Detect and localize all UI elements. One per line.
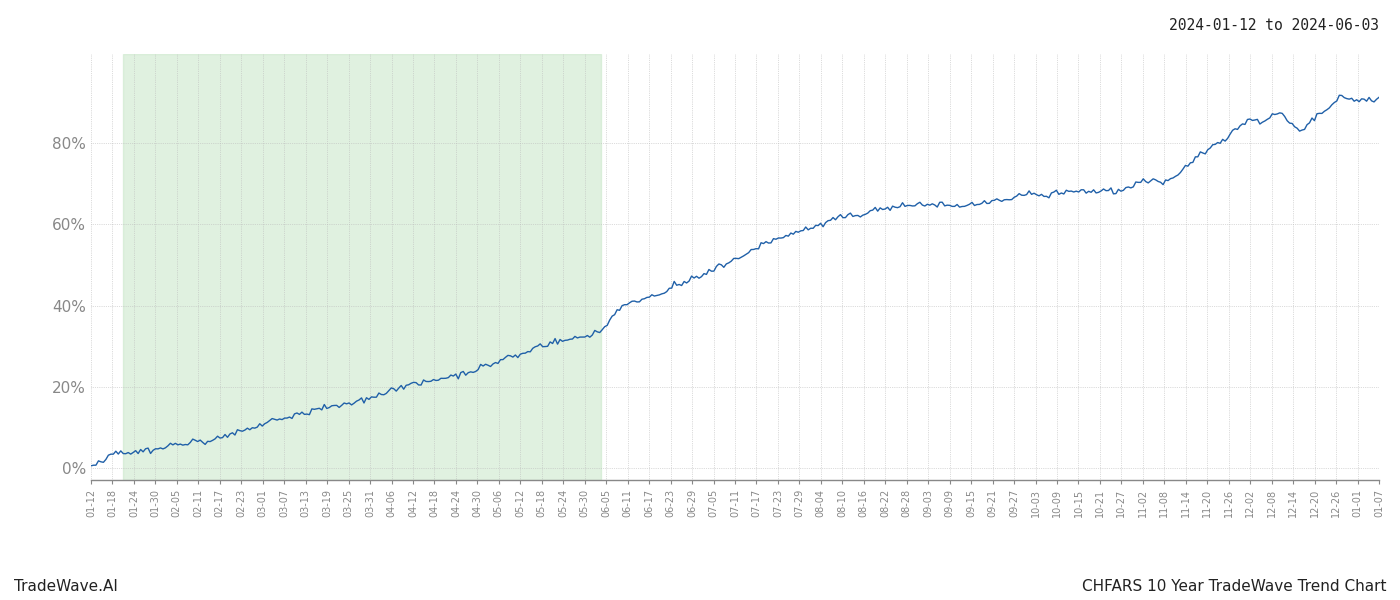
Text: 2024-01-12 to 2024-06-03: 2024-01-12 to 2024-06-03	[1169, 18, 1379, 33]
Text: CHFARS 10 Year TradeWave Trend Chart: CHFARS 10 Year TradeWave Trend Chart	[1081, 579, 1386, 594]
Bar	[123, 54, 601, 480]
Text: TradeWave.AI: TradeWave.AI	[14, 579, 118, 594]
